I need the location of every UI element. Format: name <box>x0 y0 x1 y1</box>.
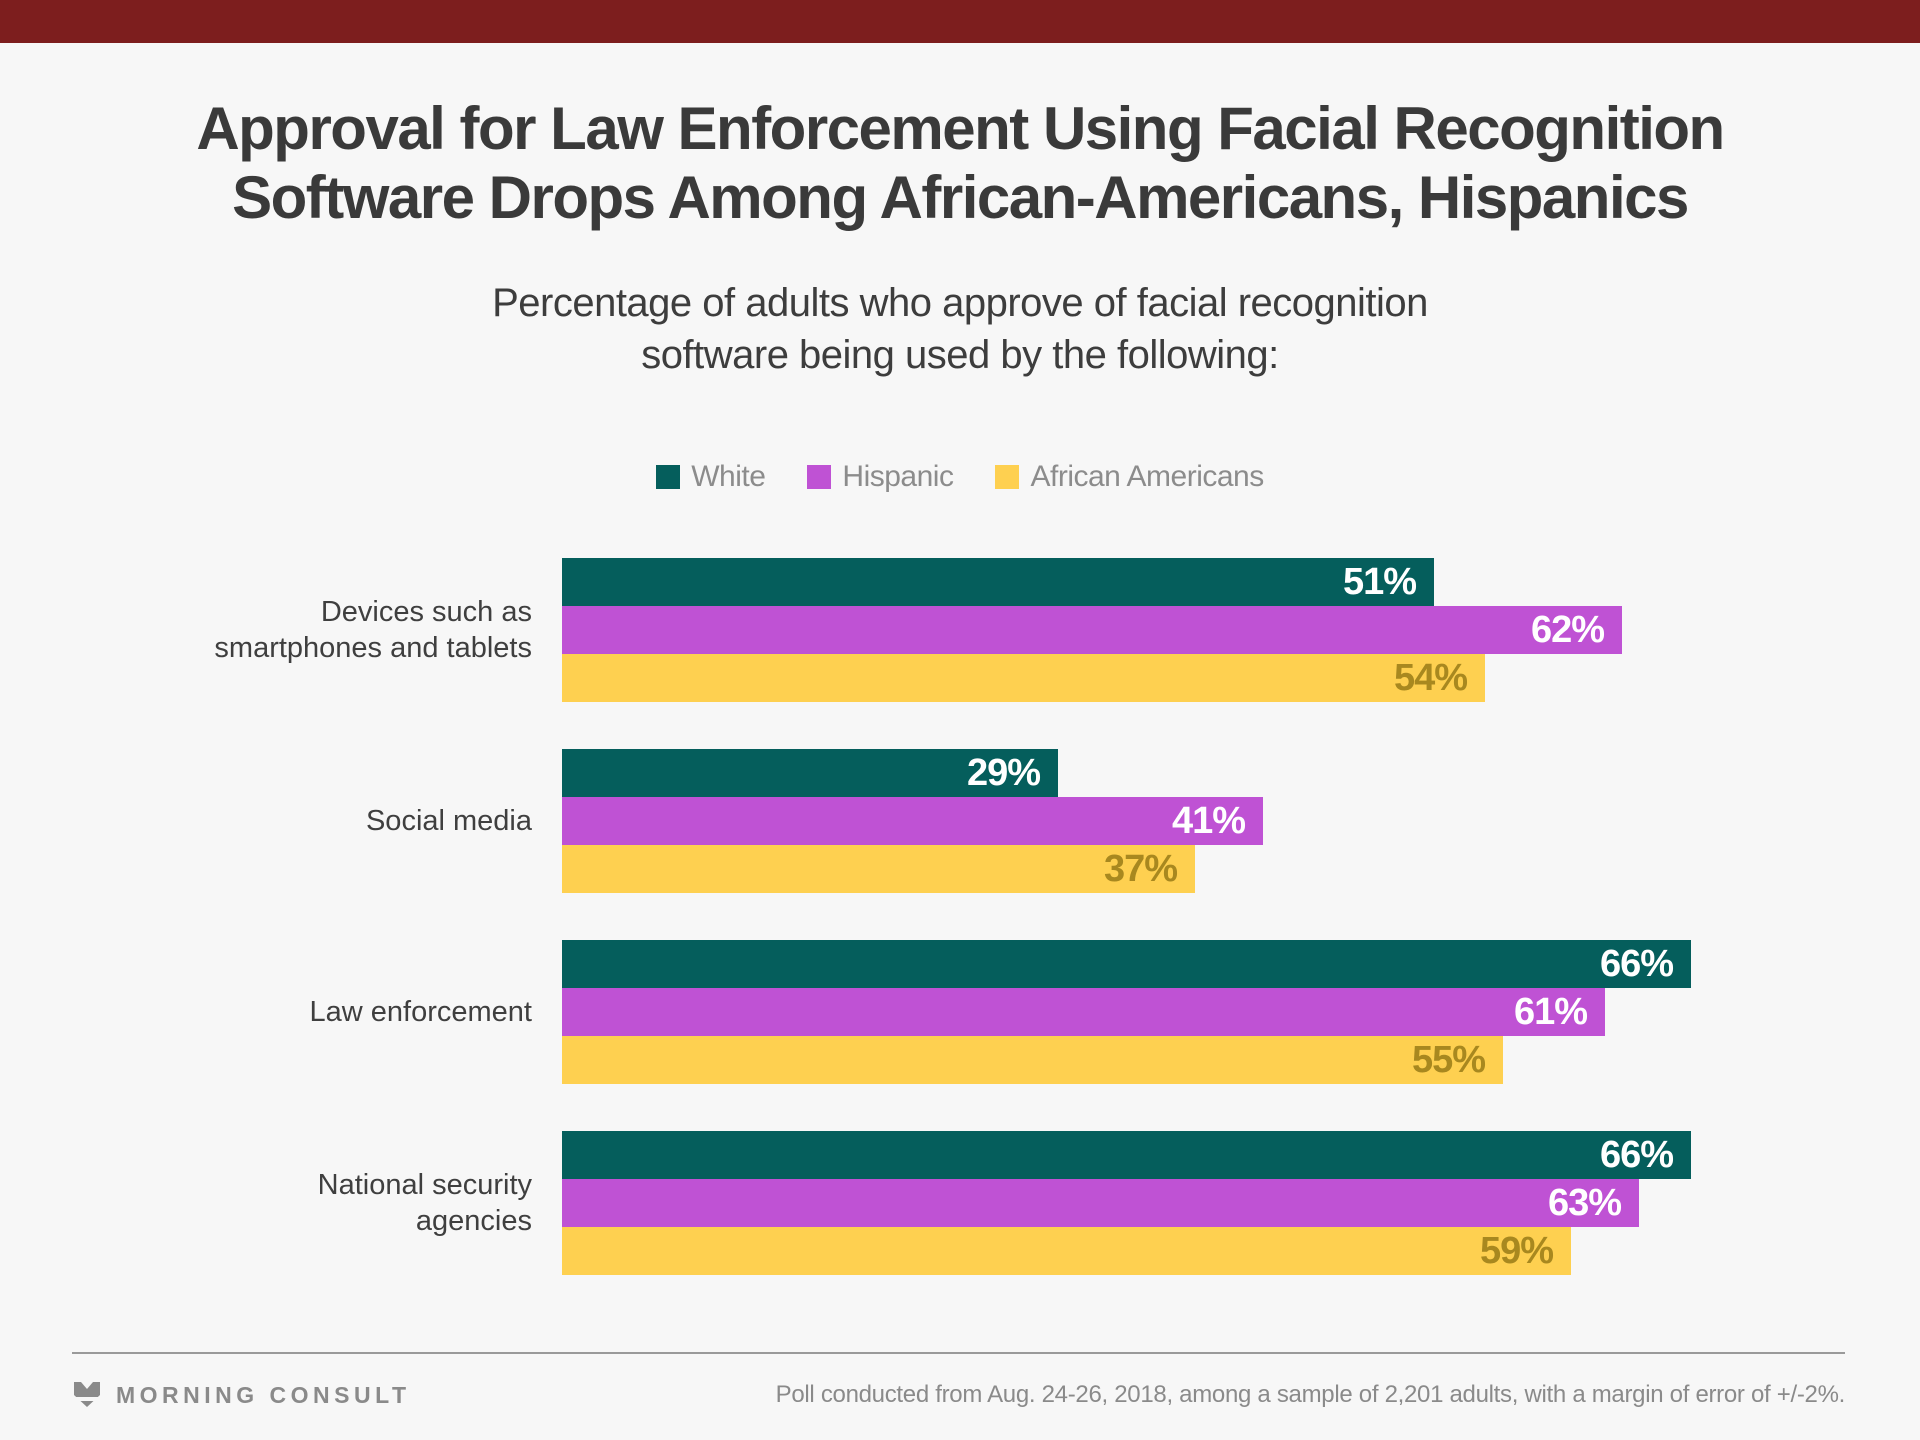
chart-subtitle-line-1: Percentage of adults who approve of faci… <box>492 281 1428 325</box>
bar-white: 51% <box>562 558 1434 606</box>
category-label: Law enforcement <box>309 996 532 1028</box>
brand-name: MORNING CONSULT <box>116 1381 411 1408</box>
bar-african-americans: 37% <box>562 845 1195 893</box>
legend-item-1: Hispanic <box>807 460 954 494</box>
bar-hispanic: 63% <box>562 1179 1639 1227</box>
bar-african-americans: 55% <box>562 1036 1503 1084</box>
bar-white: 66% <box>562 1131 1691 1179</box>
bar-hispanic: 62% <box>562 606 1622 654</box>
bar-group: Law enforcement 66% 61% 55% <box>0 940 1920 1084</box>
category-bars: 66% 63% 59% <box>562 1131 1691 1275</box>
legend-item-0: White <box>656 460 766 494</box>
bar-white: 29% <box>562 749 1058 797</box>
brand-top-bar <box>0 0 1920 43</box>
chart-title: Approval for Law Enforcement Using Facia… <box>0 94 1920 232</box>
legend-item-2: African Americans <box>995 460 1264 494</box>
methodology-note: Poll conducted from Aug. 24-26, 2018, am… <box>775 1381 1846 1408</box>
category-bars: 29% 41% 37% <box>562 749 1263 893</box>
morning-consult-m-icon <box>72 1382 102 1407</box>
bar-value-label: 51% <box>1342 560 1417 603</box>
bar-value-label: 61% <box>1513 990 1588 1033</box>
bar-value-label: 66% <box>1599 942 1674 985</box>
bar-african-americans: 59% <box>562 1227 1571 1275</box>
bar-group: Devices such as smartphones and tablets 5… <box>0 558 1920 702</box>
bar-value-label: 55% <box>1411 1038 1486 1081</box>
legend-swatch-icon <box>807 465 832 489</box>
legend-label: African Americans <box>1030 460 1264 493</box>
legend-label: White <box>691 460 766 493</box>
category-label: Social media <box>365 805 532 837</box>
bar-value-label: 62% <box>1530 608 1605 651</box>
bar-value-label: 29% <box>966 751 1041 794</box>
category-bars: 51% 62% 54% <box>562 558 1622 702</box>
bar-hispanic: 61% <box>562 988 1605 1036</box>
bar-group: Social media 29% 41% 37% <box>0 749 1920 893</box>
footer: MORNING CONSULT Poll conducted from Aug.… <box>72 1370 1845 1420</box>
bar-value-label: 54% <box>1393 656 1468 699</box>
bar-group: National security agencies 66% 63% 59% <box>0 1131 1920 1275</box>
bar-african-americans: 54% <box>562 654 1485 702</box>
bar-chart: Devices such as smartphones and tablets 5… <box>0 558 1920 1322</box>
bar-value-label: 41% <box>1171 799 1246 842</box>
legend-swatch-icon <box>995 465 1020 489</box>
category-label: Devices such as smartphones and tablets <box>214 596 532 664</box>
legend-swatch-icon <box>656 465 681 489</box>
brand-logo: MORNING CONSULT <box>72 1380 411 1410</box>
chart-title-line-2: Software Drops Among African-Americans, … <box>232 164 1689 231</box>
category-label: National security agencies <box>317 1169 532 1237</box>
bar-hispanic: 41% <box>562 797 1263 845</box>
bar-value-label: 59% <box>1479 1229 1554 1272</box>
bar-value-label: 37% <box>1103 847 1178 890</box>
legend-label: Hispanic <box>842 460 954 493</box>
chart-subtitle-line-2: software being used by the following: <box>641 333 1279 377</box>
category-bars: 66% 61% 55% <box>562 940 1691 1084</box>
bar-value-label: 66% <box>1599 1133 1674 1176</box>
chart-subtitle: Percentage of adults who approve of faci… <box>0 277 1920 381</box>
chart-title-line-1: Approval for Law Enforcement Using Facia… <box>196 95 1725 162</box>
bar-value-label: 63% <box>1547 1181 1622 1224</box>
bar-white: 66% <box>562 940 1691 988</box>
footer-divider <box>72 1352 1845 1354</box>
legend: White Hispanic African Americans <box>0 460 1920 494</box>
